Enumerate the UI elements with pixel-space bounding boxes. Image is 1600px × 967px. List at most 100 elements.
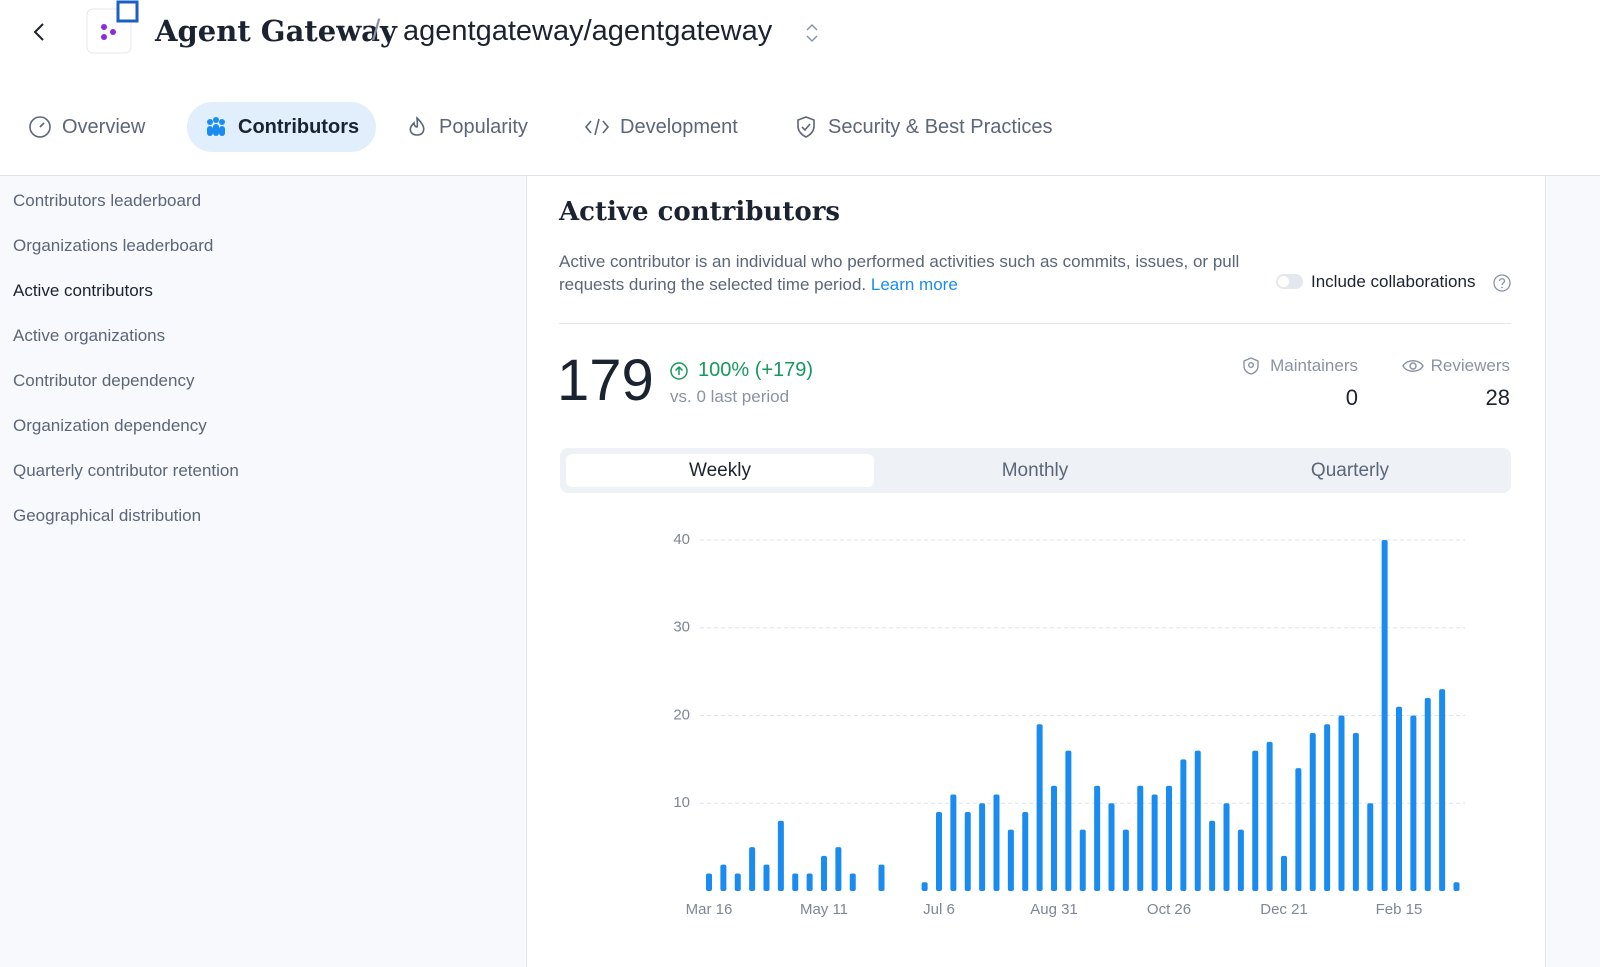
header-icons (33, 0, 139, 54)
bar (806, 873, 813, 891)
bar (1453, 882, 1460, 891)
comparison: vs. 0 last period (670, 387, 790, 406)
bar (1295, 768, 1302, 891)
tab-label: Development (620, 115, 738, 138)
description-text: Active contributor is an individual who … (559, 252, 1240, 294)
x-tick-label: May 11 (800, 901, 848, 918)
bar (979, 803, 986, 891)
bar (936, 812, 942, 891)
logo-dot (101, 34, 107, 40)
y-tick-label: 30 (673, 619, 690, 636)
repo-name[interactable]: agentgateway/agentgateway (403, 15, 773, 47)
bar (821, 855, 827, 891)
tab-label: Security & Best Practices (828, 115, 1053, 138)
total-count: 179 (557, 348, 654, 413)
bar (1352, 733, 1359, 891)
x-tick-label: Dec 21 (1260, 901, 1308, 918)
y-tick-label: 10 (673, 794, 690, 811)
bar (1396, 706, 1402, 891)
bar (749, 847, 756, 891)
tab[interactable]: Development (584, 102, 738, 152)
x-tick-label: Jul 6 (923, 901, 955, 918)
y-tick-label: 20 (673, 706, 690, 723)
bar (849, 873, 856, 891)
sidebar-link[interactable]: Contributor dependency (13, 371, 195, 390)
bar (1223, 803, 1230, 891)
sidebar-link[interactable]: Organizations leaderboard (13, 236, 214, 255)
bar (964, 812, 971, 891)
tab-label: Popularity (439, 115, 528, 138)
bar (950, 794, 957, 891)
bar (1410, 715, 1417, 891)
bar (993, 794, 1000, 891)
tab[interactable]: Security & Best Practices (794, 102, 1053, 152)
y-tick-label: 40 (673, 531, 690, 548)
sidebar-link[interactable]: Contributors leaderboard (13, 191, 202, 210)
bar (1137, 785, 1144, 891)
content-panel (526, 176, 1546, 967)
change-value: 100% (+179) (698, 359, 814, 381)
stat-value: 28 (1485, 385, 1510, 410)
bar (1007, 829, 1014, 891)
sidebar-link[interactable]: Organization dependency (13, 416, 207, 435)
period-active-bg (566, 454, 874, 487)
tab-icon (207, 117, 225, 136)
divider (559, 323, 1511, 324)
bar (1166, 785, 1172, 891)
period-option[interactable]: Monthly (1001, 460, 1069, 481)
period-option[interactable]: Quarterly (1310, 460, 1390, 481)
section-title: Active contributors (559, 197, 841, 227)
sidebar: Contributors leaderboard Organizations l… (0, 176, 526, 967)
help-icon[interactable] (1492, 273, 1512, 293)
repo-switch-icon[interactable] (804, 22, 820, 44)
bar (878, 864, 885, 891)
sidebar-link[interactable]: Quarterly contributor retention (13, 461, 239, 480)
bar (835, 847, 842, 891)
bar (1051, 785, 1057, 891)
tab-icon (797, 116, 815, 138)
tab[interactable]: Popularity (405, 102, 528, 152)
bar (1439, 689, 1446, 891)
bar (1065, 750, 1072, 891)
logo-dot (101, 24, 107, 30)
tab-label: Overview (62, 115, 146, 138)
bar (1151, 794, 1158, 891)
divider (0, 175, 1600, 176)
stat-label: Reviewers (1430, 356, 1510, 375)
bar (734, 873, 741, 891)
bar (1122, 829, 1129, 891)
tab-icon (29, 116, 51, 138)
logo-badge (116, 0, 139, 23)
bar (1324, 724, 1331, 891)
tab[interactable]: Overview (28, 102, 145, 152)
sidebar-link-active[interactable]: Active contributors (13, 281, 153, 300)
bar (1424, 697, 1431, 891)
tab-icon (409, 116, 425, 136)
bar (1237, 829, 1244, 891)
maintainer-icon (1243, 357, 1259, 375)
toggle-label: Include collaborations (1311, 272, 1476, 291)
x-tick-label: Oct 26 (1147, 901, 1191, 918)
change-icon (670, 362, 688, 380)
bar (1266, 741, 1273, 891)
bar (1381, 540, 1388, 891)
bar (706, 873, 712, 891)
bar (1094, 785, 1101, 891)
bar (1036, 724, 1043, 891)
learn-more-link[interactable]: Learn more (870, 275, 958, 294)
bar (1194, 750, 1201, 891)
bar (763, 864, 770, 891)
bar (921, 882, 928, 891)
bar (1022, 812, 1029, 891)
toggle-knob (1278, 276, 1289, 287)
back-icon[interactable] (33, 23, 44, 41)
period-option[interactable]: Weekly (689, 460, 751, 481)
tab-label: Contributors (238, 115, 360, 138)
bar (1338, 715, 1345, 891)
sidebar-link[interactable]: Geographical distribution (13, 506, 202, 525)
separator: / (372, 14, 381, 47)
bar (1252, 750, 1259, 891)
tab-active[interactable]: Contributors (187, 102, 377, 152)
tab-icon (584, 118, 610, 136)
sidebar-link[interactable]: Active organizations (13, 326, 166, 345)
